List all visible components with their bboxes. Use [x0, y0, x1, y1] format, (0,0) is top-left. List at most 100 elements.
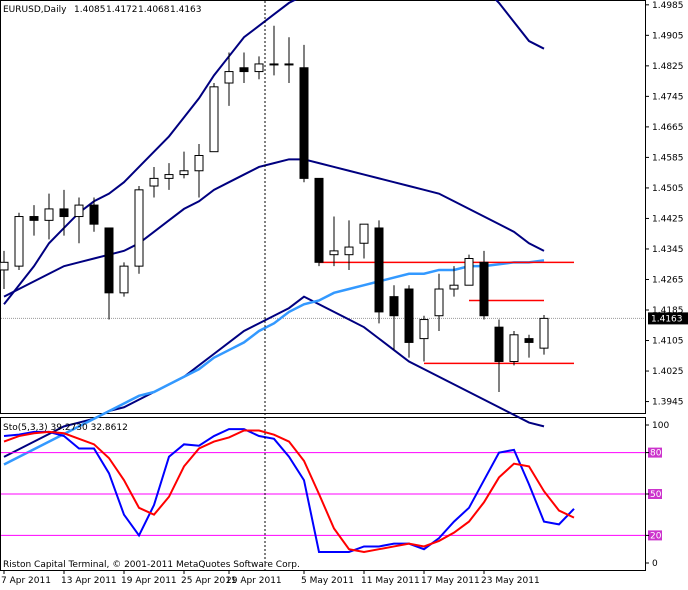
candle-body-up — [344, 246, 354, 256]
candle-body-down — [524, 338, 534, 343]
ohlc-close: 1.4163 — [170, 5, 202, 15]
candle-body-up — [359, 223, 369, 244]
candle-28 — [419, 315, 429, 362]
candle-body-down — [374, 227, 384, 313]
candle-6 — [89, 197, 99, 232]
stoch-tick-label: 100 — [652, 421, 669, 431]
candle-2 — [29, 205, 39, 236]
candle-body-down — [389, 296, 399, 317]
candle-body-up — [74, 204, 84, 218]
current-price-label: 1.4163 — [651, 314, 683, 324]
candle-body-up — [149, 177, 159, 187]
candle-body-down — [299, 67, 309, 179]
candle-body-down — [314, 177, 324, 263]
stoch-tick-label: 0 — [652, 559, 658, 569]
stoch-series-signal — [3, 429, 575, 553]
stoch-level-box-80 — [648, 447, 662, 458]
candle-body-up — [164, 174, 174, 179]
candle-body-down — [59, 208, 69, 218]
candle-body-up — [464, 258, 474, 286]
candle-32 — [479, 250, 489, 320]
candle-body-down — [239, 67, 249, 73]
candle-body-up — [419, 319, 429, 340]
candle-body-up — [284, 63, 294, 66]
ohlc-high: 1.4172 — [106, 5, 138, 15]
current-price-box — [648, 312, 688, 325]
price-tick-label: 1.4425 — [652, 214, 684, 224]
candle-body-down — [494, 326, 504, 362]
candle-15 — [224, 52, 234, 106]
candle-body-down — [479, 261, 489, 317]
candle-31 — [464, 254, 474, 286]
candle-11 — [164, 163, 174, 190]
candle-33 — [494, 319, 504, 393]
price-tick-label: 1.4105 — [652, 337, 684, 347]
candle-29 — [434, 273, 444, 331]
candle-body-up — [269, 63, 279, 66]
candle-body-down — [404, 288, 414, 343]
candle-5 — [74, 197, 84, 244]
candle-25 — [374, 220, 384, 324]
candle-22 — [329, 216, 339, 267]
candle-20 — [299, 44, 309, 183]
stoch-level-label-20: 20 — [650, 531, 662, 541]
candle-3 — [44, 193, 54, 240]
price-tick-label: 1.3945 — [652, 398, 684, 408]
candle-21 — [314, 177, 324, 267]
x-tick-label: 11 May 2011 — [361, 576, 420, 586]
stoch-level-label-80: 80 — [650, 449, 662, 459]
x-tick-label: 23 May 2011 — [481, 576, 540, 586]
stoch-level-box-50 — [648, 489, 662, 499]
bollinger-middle-line — [3, 158, 545, 298]
stochastic-title: Sto(5,3,3) 39.2730 32.8612 — [3, 423, 128, 433]
candle-35 — [524, 334, 534, 358]
candle-body-down — [29, 216, 39, 221]
price-tick-label: 1.4665 — [652, 123, 684, 133]
price-tick-label: 1.4025 — [652, 367, 684, 377]
candle-body-up — [434, 288, 444, 317]
candle-4 — [59, 189, 69, 236]
candle-23 — [344, 220, 354, 270]
price-tick-label: 1.4345 — [652, 245, 684, 255]
chart-title: EURUSD,Daily — [3, 5, 67, 15]
candle-body-up — [119, 265, 129, 294]
candle-7 — [104, 227, 114, 320]
candle-17 — [254, 56, 264, 80]
candle-18 — [269, 25, 279, 76]
candle-body-up — [194, 155, 204, 172]
candle-body-down — [104, 227, 114, 294]
x-tick-label: 7 Apr 2011 — [1, 576, 51, 586]
price-tick-label: 1.4985 — [652, 1, 684, 11]
price-tick-label: 1.4585 — [652, 153, 684, 163]
x-tick-label: 5 May 2011 — [301, 576, 354, 586]
x-tick-label: 25 Apr 2011 — [181, 576, 237, 586]
candle-14 — [209, 83, 219, 153]
x-tick-label: 29 Apr 2011 — [226, 576, 282, 586]
candle-0 — [0, 250, 9, 290]
candle-8 — [119, 262, 129, 297]
candle-body-up — [14, 216, 24, 267]
candle-30 — [449, 266, 459, 297]
candle-body-up — [539, 317, 549, 349]
candle-36 — [539, 314, 549, 355]
price-tick-label: 1.4505 — [652, 184, 684, 194]
candle-19 — [284, 37, 294, 84]
price-tick-label: 1.4185 — [652, 306, 684, 316]
stoch-level-box-20 — [648, 530, 662, 541]
candle-1 — [14, 212, 24, 270]
price-tick-label: 1.4905 — [652, 31, 684, 41]
candle-body-up — [329, 250, 339, 256]
x-tick-label: 19 Apr 2011 — [121, 576, 177, 586]
candle-10 — [149, 166, 159, 198]
candle-body-up — [449, 284, 459, 290]
candle-13 — [194, 144, 204, 198]
candle-body-up — [0, 261, 9, 271]
candle-9 — [134, 186, 144, 274]
candle-16 — [239, 52, 249, 84]
ohlc-low: 1.4068 — [138, 5, 170, 15]
candle-body-up — [509, 334, 519, 362]
x-tick-label: 13 Apr 2011 — [61, 576, 117, 586]
candle-12 — [179, 151, 189, 179]
stochastic-plot — [1, 428, 645, 553]
